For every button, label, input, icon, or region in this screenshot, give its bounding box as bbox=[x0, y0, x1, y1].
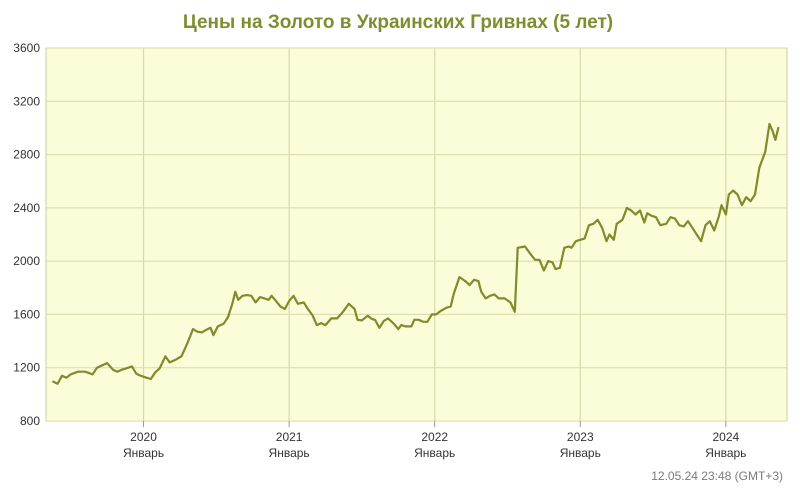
x-tick-year: 2023 bbox=[567, 430, 594, 444]
x-tick-year: 2022 bbox=[421, 430, 448, 444]
timestamp-label: 12.05.24 23:48 (GMT+3) bbox=[651, 469, 783, 483]
x-tick-year: 2021 bbox=[276, 430, 303, 444]
price-line bbox=[52, 122, 780, 385]
x-tick-month: Январь bbox=[414, 446, 455, 460]
chart-title: Цены на Золото в Украинских Гривнах (5 л… bbox=[183, 12, 613, 33]
y-tick-label: 3600 bbox=[13, 41, 40, 55]
grid-lines bbox=[46, 47, 787, 422]
x-tick-month: Январь bbox=[560, 446, 601, 460]
plot-area bbox=[45, 47, 788, 422]
y-tick-label: 1200 bbox=[13, 361, 40, 375]
x-tick-year: 2020 bbox=[130, 430, 157, 444]
y-tick-label: 800 bbox=[20, 414, 40, 428]
x-tick-year: 2024 bbox=[713, 430, 740, 444]
y-tick-label: 3200 bbox=[13, 94, 40, 108]
y-tick-label: 2000 bbox=[13, 254, 40, 268]
x-tick-month: Январь bbox=[123, 446, 164, 460]
y-tick-label: 1600 bbox=[13, 307, 40, 321]
y-axis-ticks: 800 1200 1600 2000 2400 2800 3200 3600 bbox=[13, 41, 40, 428]
x-tick-month: Январь bbox=[269, 446, 310, 460]
y-tick-label: 2800 bbox=[13, 148, 40, 162]
x-tick-month: Январь bbox=[705, 446, 746, 460]
x-axis-ticks: 2020 Январь 2021 Январь 2022 Январь 2023 Январь… bbox=[123, 421, 746, 460]
y-tick-label: 2400 bbox=[13, 201, 40, 215]
